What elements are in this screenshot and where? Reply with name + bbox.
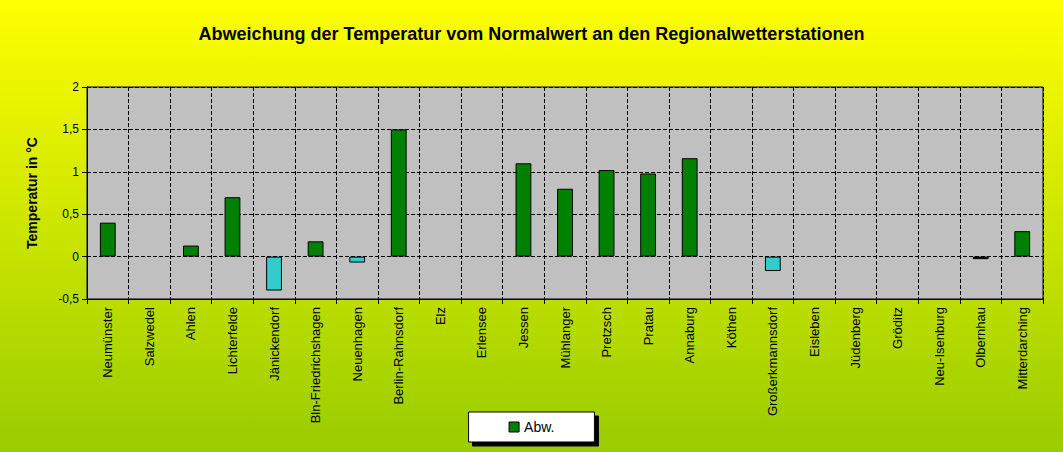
svg-text:1: 1: [72, 165, 79, 179]
svg-text:Jüdenberg: Jüdenberg: [848, 307, 863, 368]
svg-text:Köthen: Köthen: [724, 307, 739, 348]
svg-text:Neumünster: Neumünster: [100, 306, 115, 377]
svg-text:Ahlen: Ahlen: [183, 307, 198, 340]
svg-text:Annaburg: Annaburg: [682, 307, 697, 363]
svg-text:Lichterfelde: Lichterfelde: [225, 307, 240, 374]
svg-text:Pratau: Pratau: [641, 307, 656, 345]
svg-text:Elz: Elz: [433, 307, 448, 325]
svg-text:Jessen: Jessen: [516, 307, 531, 348]
svg-text:Neu-Isenburg: Neu-Isenburg: [932, 307, 947, 386]
svg-text:Mitterdarching: Mitterdarching: [1015, 307, 1030, 389]
svg-text:2: 2: [72, 80, 79, 94]
svg-text:Pretzsch: Pretzsch: [599, 307, 614, 358]
svg-text:Bln-Friedrichshagen: Bln-Friedrichshagen: [308, 307, 323, 423]
svg-text:Erlensee: Erlensee: [474, 307, 489, 358]
svg-text:1,5: 1,5: [62, 122, 79, 136]
svg-text:Jänickendorf: Jänickendorf: [267, 307, 282, 381]
svg-text:Salzwedel: Salzwedel: [142, 307, 157, 366]
svg-text:Olbernhau: Olbernhau: [973, 307, 988, 368]
svg-text:Großerkmannsdorf: Großerkmannsdorf: [765, 307, 780, 416]
svg-text:Abw.: Abw.: [524, 419, 554, 435]
svg-text:Neuenhagen: Neuenhagen: [350, 307, 365, 381]
svg-text:Abweichung der Temperatur vom: Abweichung der Temperatur vom Normalwert…: [199, 24, 865, 44]
svg-text:Temperatur in °C: Temperatur in °C: [24, 137, 40, 249]
svg-text:Mühlanger: Mühlanger: [558, 306, 573, 368]
svg-text:0: 0: [72, 250, 79, 264]
svg-text:Eisleben: Eisleben: [807, 307, 822, 357]
svg-text:Gröditz: Gröditz: [890, 307, 905, 349]
svg-text:Berlin-Rahnsdorf: Berlin-Rahnsdorf: [391, 307, 406, 405]
svg-text:0,5: 0,5: [62, 207, 79, 221]
svg-text:-0,5: -0,5: [58, 292, 79, 306]
